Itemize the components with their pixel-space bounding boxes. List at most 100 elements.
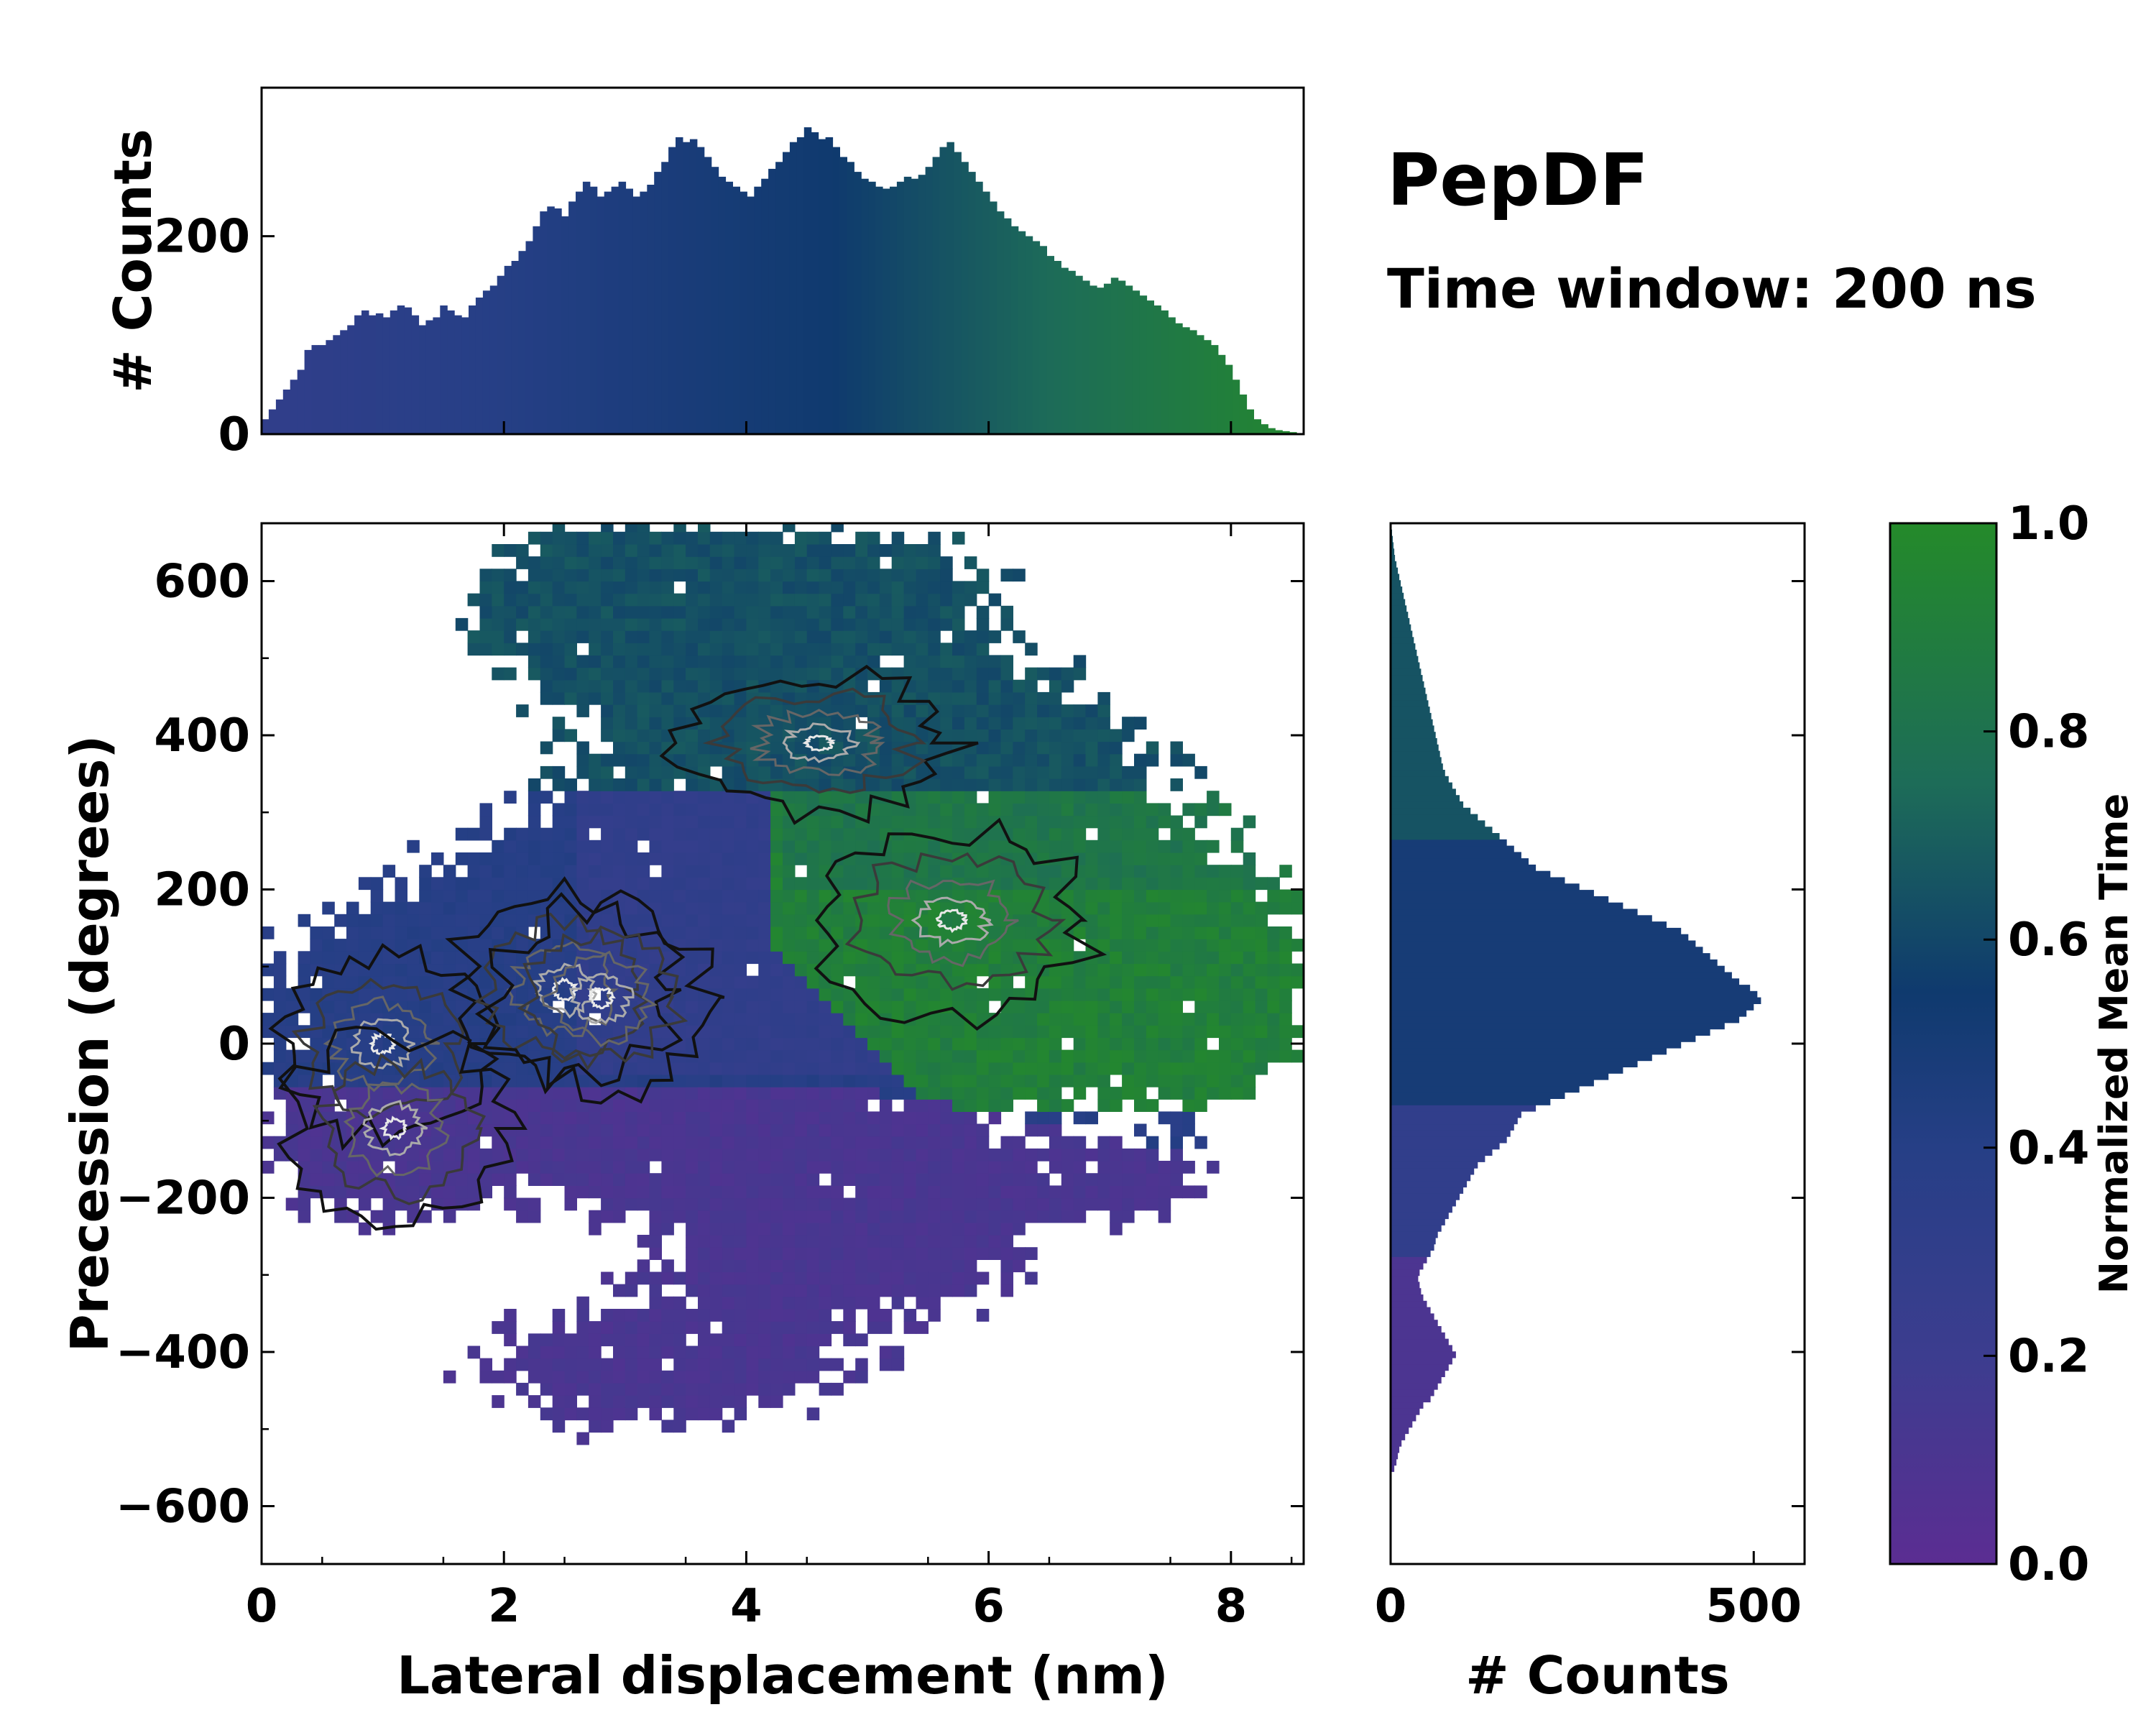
heatmap-cell bbox=[1085, 765, 1098, 779]
heatmap-cell bbox=[1097, 729, 1110, 742]
heatmap-cell bbox=[698, 1284, 711, 1297]
heatmap-cell bbox=[1122, 1074, 1135, 1087]
heatmap-cell bbox=[1146, 1000, 1159, 1013]
top-hist-bar bbox=[596, 196, 605, 434]
heatmap-cell bbox=[770, 667, 783, 681]
heatmap-cell bbox=[903, 704, 917, 717]
heatmap-cell bbox=[952, 1161, 965, 1174]
heatmap-cell bbox=[819, 1197, 832, 1211]
heatmap-cell bbox=[976, 1161, 990, 1174]
heatmap-cell bbox=[698, 1000, 711, 1013]
heatmap-cell bbox=[1219, 1074, 1232, 1087]
heatmap-cell bbox=[964, 1284, 977, 1297]
heatmap-cell bbox=[1134, 1123, 1147, 1137]
heatmap-cell bbox=[1110, 1025, 1123, 1039]
heatmap-cell bbox=[637, 605, 650, 619]
y-tick-label: −600 bbox=[116, 1481, 250, 1534]
heatmap-cell bbox=[1170, 901, 1183, 915]
heatmap-cell bbox=[1194, 1185, 1207, 1199]
heatmap-cell bbox=[734, 581, 747, 594]
heatmap-cell bbox=[1219, 803, 1232, 816]
heatmap-cell bbox=[794, 815, 808, 829]
heatmap-cell bbox=[1025, 1000, 1038, 1013]
top-hist-bar bbox=[1046, 256, 1054, 434]
heatmap-cell bbox=[1085, 753, 1098, 767]
heatmap-cell bbox=[431, 1013, 444, 1026]
heatmap-cell bbox=[1110, 1185, 1123, 1199]
heatmap-cell bbox=[964, 1197, 977, 1211]
heatmap-cell bbox=[952, 1099, 965, 1112]
heatmap-cell bbox=[1194, 1074, 1207, 1087]
heatmap-cell bbox=[673, 1346, 686, 1359]
heatmap-cell bbox=[916, 679, 929, 693]
heatmap-cell bbox=[576, 1037, 589, 1051]
density-contour bbox=[702, 687, 927, 794]
heatmap-cell bbox=[625, 852, 638, 865]
heatmap-cell bbox=[1110, 1161, 1123, 1174]
top-hist-bar bbox=[1204, 340, 1212, 434]
heatmap-cell bbox=[370, 1000, 384, 1013]
heatmap-cell bbox=[758, 630, 771, 643]
heatmap-cell bbox=[1146, 1062, 1159, 1075]
heatmap-cell bbox=[1182, 1161, 1195, 1174]
heatmap-cell bbox=[1207, 1161, 1220, 1174]
heatmap-cell bbox=[891, 1173, 905, 1186]
heatmap-cell bbox=[540, 1111, 553, 1125]
heatmap-cell bbox=[879, 926, 893, 939]
heatmap-cell bbox=[819, 914, 832, 927]
heatmap-cell bbox=[879, 1173, 893, 1186]
heatmap-cell bbox=[988, 1111, 1002, 1125]
heatmap-cell bbox=[528, 1136, 541, 1149]
heatmap-cell bbox=[794, 1235, 808, 1248]
heatmap-cell bbox=[564, 544, 577, 557]
heatmap-cell bbox=[916, 691, 929, 705]
heatmap-cell bbox=[528, 1087, 541, 1100]
heatmap-cell bbox=[1279, 1049, 1292, 1063]
top-hist-bar bbox=[361, 310, 369, 434]
heatmap-cell bbox=[819, 1087, 832, 1100]
heatmap-cell bbox=[673, 531, 686, 545]
heatmap-cell bbox=[346, 975, 359, 989]
heatmap-cell bbox=[709, 1062, 723, 1075]
heatmap-cell bbox=[770, 605, 783, 619]
heatmap-cell bbox=[698, 717, 711, 730]
heatmap-cell bbox=[552, 914, 566, 927]
heatmap-cell bbox=[1255, 1062, 1268, 1075]
heatmap-cell bbox=[783, 1222, 796, 1236]
heatmap-cell bbox=[783, 840, 796, 853]
top-hist-bar bbox=[1118, 280, 1126, 434]
right-hist-bar bbox=[1391, 719, 1433, 727]
heatmap-cell bbox=[382, 914, 396, 927]
heatmap-cell bbox=[722, 1321, 735, 1334]
heatmap-cell bbox=[843, 569, 856, 582]
heatmap-cell bbox=[698, 1161, 711, 1174]
heatmap-cell bbox=[1073, 1025, 1087, 1039]
heatmap-cell bbox=[891, 791, 905, 804]
heatmap-cell bbox=[1025, 643, 1038, 656]
top-hist-bar bbox=[561, 216, 569, 434]
heatmap-cell bbox=[758, 1247, 771, 1260]
heatmap-cell bbox=[479, 593, 492, 607]
heatmap-cell bbox=[601, 865, 614, 878]
heatmap-cell bbox=[746, 1235, 759, 1248]
heatmap-cell bbox=[903, 1271, 917, 1285]
heatmap-cell bbox=[1146, 753, 1159, 767]
heatmap-cell bbox=[1049, 1210, 1062, 1223]
heatmap-cell bbox=[940, 1049, 953, 1063]
heatmap-cell bbox=[819, 1235, 832, 1248]
heatmap-cell bbox=[855, 1148, 868, 1162]
heatmap-cell bbox=[564, 1025, 577, 1039]
heatmap-cell bbox=[516, 852, 529, 865]
heatmap-cell bbox=[843, 988, 856, 1001]
heatmap-cell bbox=[625, 569, 638, 582]
heatmap-cell bbox=[1097, 691, 1110, 705]
heatmap-cell bbox=[734, 889, 747, 903]
heatmap-cell bbox=[903, 1074, 917, 1087]
heatmap-cell bbox=[613, 691, 626, 705]
heatmap-cell bbox=[746, 1197, 759, 1211]
heatmap-cell bbox=[746, 988, 759, 1001]
heatmap-cell bbox=[686, 1346, 699, 1359]
heatmap-cell bbox=[698, 617, 711, 631]
heatmap-cell bbox=[625, 1271, 638, 1285]
